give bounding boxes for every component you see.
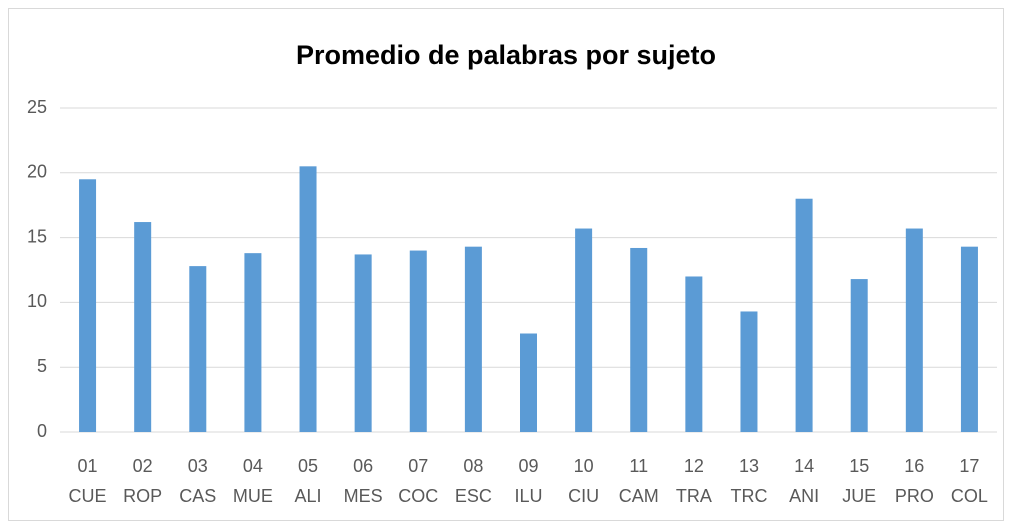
bar	[299, 166, 317, 432]
x-tick-label: 14	[794, 456, 814, 476]
x-tick-label: ESC	[455, 486, 492, 506]
x-tick-label: ANI	[789, 486, 819, 506]
bar	[795, 198, 813, 432]
x-tick-label: CAM	[619, 486, 659, 506]
x-tick-label: JUE	[842, 486, 876, 506]
x-tick-label: 10	[574, 456, 594, 476]
bar	[520, 333, 537, 432]
x-tick-label: PRO	[895, 486, 934, 506]
x-tick-label: 05	[298, 456, 318, 476]
y-tick-label: 5	[37, 356, 47, 376]
bar	[960, 246, 978, 432]
bar	[464, 246, 482, 432]
x-tick-label: 01	[78, 456, 98, 476]
x-tick-label: TRA	[676, 486, 712, 506]
bar	[79, 179, 97, 432]
x-tick-label: ALI	[295, 486, 322, 506]
bar	[630, 247, 648, 432]
bar	[354, 254, 372, 432]
x-tick-label: 11	[629, 456, 648, 476]
y-tick-label: 10	[27, 291, 47, 311]
x-tick-label: 16	[904, 456, 924, 476]
bar	[409, 250, 427, 432]
y-tick-label: 0	[37, 421, 47, 441]
x-tick-label: COL	[951, 486, 988, 506]
x-tick-label: ROP	[123, 486, 162, 506]
x-tick-label: CUE	[69, 486, 107, 506]
x-tick-label: CAS	[179, 486, 216, 506]
x-tick-label: 07	[408, 456, 428, 476]
x-tick-label: COC	[398, 486, 438, 506]
bar	[134, 222, 152, 432]
chart-border	[8, 8, 1004, 521]
x-tick-label: 03	[188, 456, 208, 476]
x-tick-label: 08	[463, 456, 483, 476]
bar	[850, 279, 868, 432]
x-tick-label: 06	[353, 456, 373, 476]
bar	[905, 228, 923, 432]
bar	[685, 276, 703, 432]
y-tick-label: 25	[27, 97, 47, 117]
bar	[740, 311, 758, 432]
x-tick-label: 12	[684, 456, 704, 476]
x-tick-label: CIU	[568, 486, 599, 506]
bar	[189, 266, 207, 432]
x-tick-label: MUE	[233, 486, 273, 506]
x-tick-label: 17	[959, 456, 979, 476]
x-tick-label: MES	[344, 486, 383, 506]
x-tick-label: 09	[518, 456, 538, 476]
x-tick-label: 13	[739, 456, 759, 476]
x-tick-label: 04	[243, 456, 263, 476]
y-tick-label: 20	[27, 162, 47, 182]
x-tick-label: 02	[133, 456, 153, 476]
x-tick-label: TRC	[730, 486, 767, 506]
x-tick-label: ILU	[514, 486, 542, 506]
y-tick-label: 15	[27, 226, 47, 246]
x-tick-label: 15	[849, 456, 869, 476]
bar	[244, 253, 262, 432]
chart-title: Promedio de palabras por sujeto	[296, 40, 716, 70]
bar	[575, 228, 593, 432]
